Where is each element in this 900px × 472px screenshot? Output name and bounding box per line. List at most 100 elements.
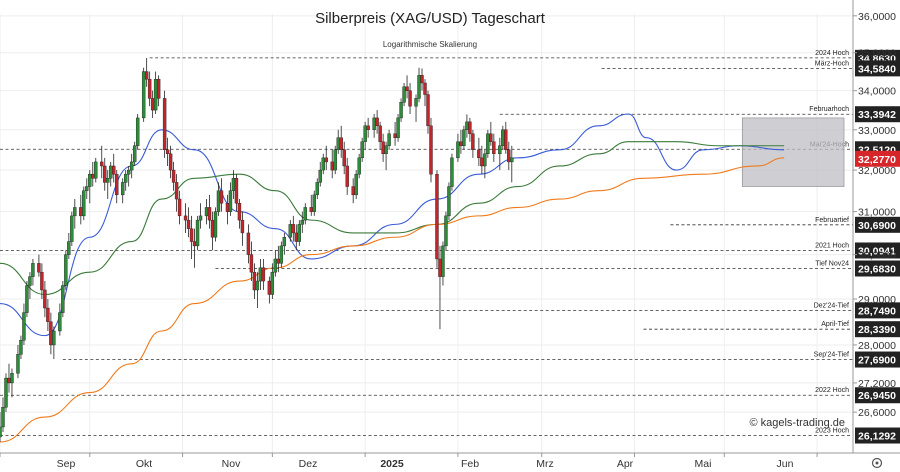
candle <box>52 326 56 360</box>
candle <box>73 199 77 229</box>
level-value-box <box>855 106 900 123</box>
candle-body <box>492 141 496 155</box>
candle-body <box>192 241 197 247</box>
candle <box>141 67 146 122</box>
candle <box>186 207 191 238</box>
candle-body <box>100 161 104 167</box>
candle <box>19 335 23 360</box>
candle-body <box>489 133 493 142</box>
candle-body <box>40 271 44 291</box>
candle <box>31 258 35 286</box>
level-value-text: 29,6830 <box>858 264 896 276</box>
candle-body <box>1 407 5 428</box>
candle-body <box>240 219 245 234</box>
x-tick-label: Dez <box>299 458 318 470</box>
candle-body <box>450 157 454 187</box>
candle <box>303 203 307 225</box>
candle-body <box>162 98 167 150</box>
candle-body <box>70 215 74 242</box>
candle-body <box>28 276 32 286</box>
candle <box>507 141 511 171</box>
x-tick-label: Apr <box>617 458 634 470</box>
candle <box>279 241 284 268</box>
x-tick-label: Jun <box>777 458 794 470</box>
level-label: April-Tief <box>821 321 849 328</box>
candle-body <box>37 263 41 273</box>
candle-body <box>153 78 158 111</box>
candle <box>46 298 50 331</box>
candle <box>312 190 316 216</box>
candle <box>315 178 319 200</box>
candle-body <box>135 117 140 146</box>
candle <box>291 215 296 242</box>
candle-body <box>150 98 155 111</box>
level-value-text: 26,9450 <box>858 390 896 402</box>
candle-body <box>456 141 460 159</box>
candle-body <box>121 182 125 196</box>
candle <box>121 178 125 204</box>
level-label: Februartief <box>815 217 849 224</box>
candle-body <box>246 232 251 255</box>
candle-body <box>52 330 56 346</box>
x-tick-label: Sep <box>57 458 76 470</box>
x-tick-label: Mai <box>695 458 712 470</box>
x-tick-label: Okt <box>136 458 152 470</box>
candle-body <box>186 219 191 229</box>
candle <box>85 178 89 200</box>
y-tick-label: 26,6000 <box>858 407 896 419</box>
candle <box>396 113 400 142</box>
candle <box>300 211 304 233</box>
candle-body <box>183 215 188 221</box>
level-label: 2022 Hoch <box>815 387 849 394</box>
candle <box>103 157 107 191</box>
candle-body <box>204 207 209 217</box>
candle-body <box>288 224 293 238</box>
range-box <box>741 117 845 187</box>
candle-body <box>414 98 418 107</box>
candle <box>234 174 239 212</box>
candle-body <box>279 245 284 264</box>
candle-body <box>61 285 65 313</box>
candle-body <box>444 215 448 247</box>
candle-body <box>363 125 367 142</box>
candle <box>156 75 161 107</box>
candle-body <box>115 173 119 196</box>
candle <box>106 170 110 200</box>
settings-icon[interactable] <box>871 457 883 469</box>
candle <box>444 211 448 251</box>
candle-body <box>483 153 487 167</box>
candle-body <box>207 207 212 221</box>
candle <box>198 203 203 229</box>
candle-body <box>106 178 110 183</box>
level-label: Sep'24-Tief <box>814 352 849 359</box>
consolidation-range-box <box>741 117 845 187</box>
candle-body <box>324 157 328 163</box>
candle <box>207 194 212 229</box>
level-value-text: 34,5840 <box>858 63 896 75</box>
candle-body <box>210 219 215 238</box>
candle <box>498 137 502 171</box>
candle <box>171 161 176 191</box>
candle <box>177 190 182 225</box>
candle <box>22 303 26 345</box>
candle-body <box>67 241 71 255</box>
candle-body <box>85 186 89 191</box>
level-value-box <box>855 351 900 368</box>
candle <box>384 141 388 171</box>
candle <box>426 90 430 134</box>
candle-body <box>231 178 236 191</box>
candle <box>504 121 508 154</box>
candle <box>25 281 29 318</box>
x-tick-label: Nov <box>222 458 241 470</box>
candle <box>124 170 128 191</box>
candle <box>174 174 179 212</box>
candle <box>219 178 224 212</box>
x-tick-label: Mrz <box>536 458 554 470</box>
candle-body <box>372 117 376 130</box>
candle-body <box>228 190 233 212</box>
candle-body <box>168 153 173 171</box>
candle <box>483 149 487 179</box>
candle-body <box>435 173 439 260</box>
y-tick-label: 35,0000 <box>858 48 896 60</box>
candle-body <box>459 141 463 146</box>
